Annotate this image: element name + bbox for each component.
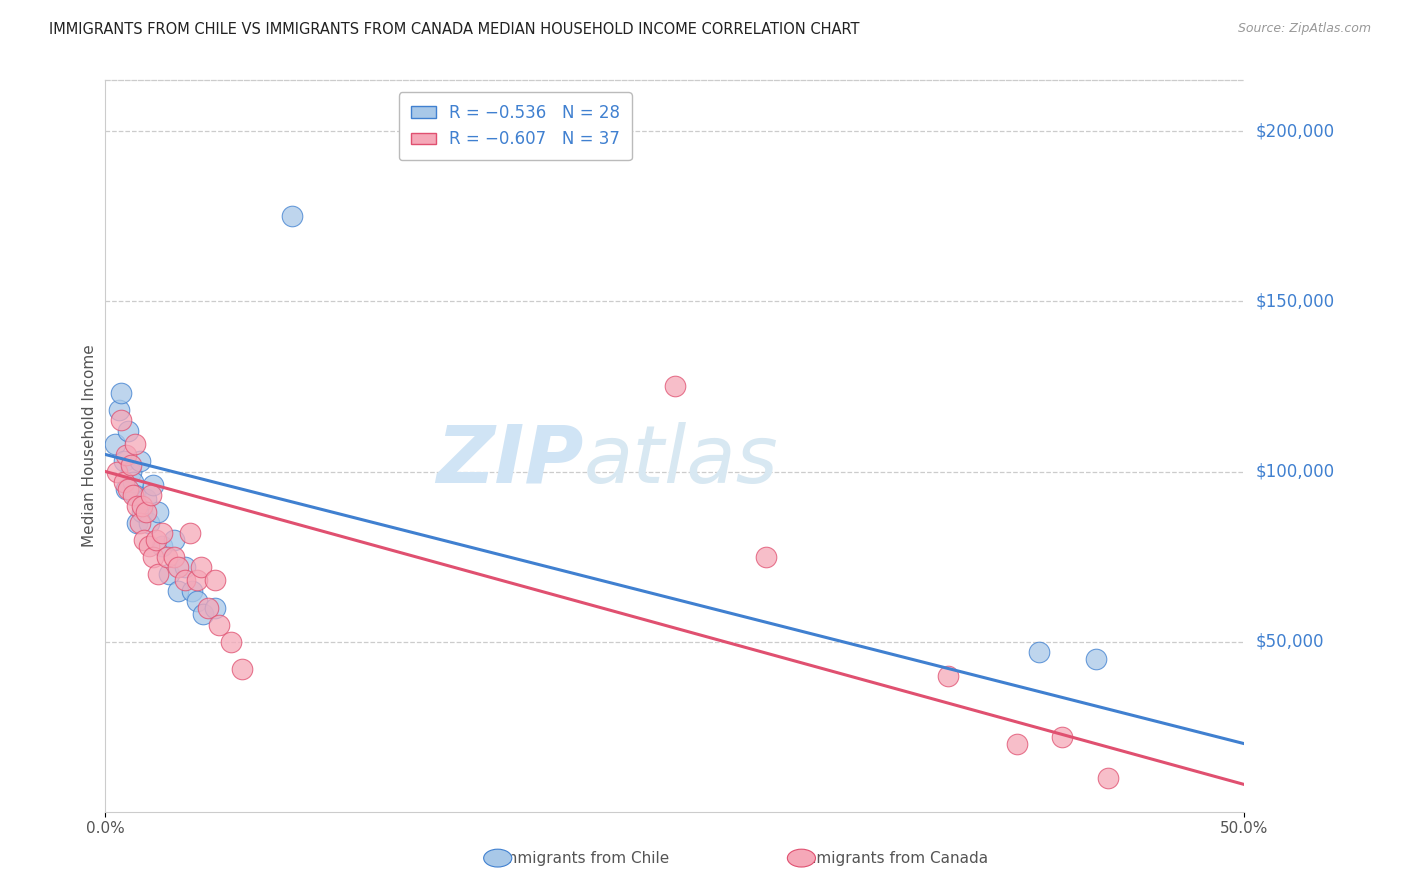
Point: [135, 505, 157, 519]
Point: [1085, 651, 1108, 665]
Text: ZIP: ZIP: [436, 422, 583, 500]
Point: [128, 516, 150, 530]
Point: [197, 600, 219, 615]
Point: [112, 454, 135, 468]
Point: [167, 559, 190, 574]
Point: [146, 505, 169, 519]
Point: [120, 465, 142, 479]
Point: [103, 437, 125, 451]
Point: [121, 475, 143, 489]
Y-axis label: Median Household Income: Median Household Income: [82, 344, 97, 548]
Point: [117, 424, 139, 438]
Point: [110, 413, 132, 427]
Point: [142, 549, 165, 564]
Point: [152, 540, 174, 554]
Point: [1097, 771, 1119, 785]
Text: Immigrants from Canada: Immigrants from Canada: [797, 851, 988, 865]
Point: [108, 403, 131, 417]
Point: [124, 437, 146, 451]
Point: [179, 525, 201, 540]
Point: [112, 475, 135, 489]
Point: [231, 662, 253, 676]
Text: Source: ZipAtlas.com: Source: ZipAtlas.com: [1237, 22, 1371, 36]
Point: [1050, 730, 1073, 744]
Point: [117, 482, 139, 496]
Point: [190, 559, 212, 574]
Point: [755, 549, 778, 564]
Point: [157, 566, 180, 581]
Point: [145, 533, 167, 547]
Legend: R = −0.536   N = 28, R = −0.607   N = 37: R = −0.536 N = 28, R = −0.607 N = 37: [399, 92, 631, 160]
Point: [204, 600, 226, 615]
Point: [1005, 737, 1028, 751]
Text: $100,000: $100,000: [1256, 463, 1334, 481]
Point: [936, 668, 959, 682]
Point: [138, 540, 160, 554]
Point: [208, 617, 231, 632]
Point: [219, 634, 242, 648]
Text: $50,000: $50,000: [1256, 632, 1324, 650]
Point: [167, 583, 190, 598]
Point: [120, 458, 142, 472]
Point: [156, 549, 179, 564]
Point: [105, 465, 128, 479]
Point: [664, 379, 686, 393]
Point: [193, 607, 215, 622]
Point: [139, 488, 162, 502]
Text: IMMIGRANTS FROM CHILE VS IMMIGRANTS FROM CANADA MEDIAN HOUSEHOLD INCOME CORRELAT: IMMIGRANTS FROM CHILE VS IMMIGRANTS FROM…: [49, 22, 859, 37]
Point: [127, 516, 149, 530]
Point: [131, 505, 153, 519]
Point: [204, 574, 226, 588]
Point: [138, 516, 160, 530]
Point: [142, 478, 165, 492]
Point: [163, 533, 186, 547]
Point: [174, 574, 197, 588]
Point: [135, 491, 157, 506]
Text: Immigrants from Chile: Immigrants from Chile: [498, 851, 669, 865]
Point: [174, 559, 197, 574]
Text: atlas: atlas: [583, 422, 779, 500]
Text: $200,000: $200,000: [1256, 122, 1334, 140]
Point: [181, 583, 204, 598]
Point: [127, 499, 149, 513]
Point: [110, 386, 132, 401]
Point: [186, 574, 208, 588]
Point: [121, 488, 143, 502]
Point: [163, 549, 186, 564]
Point: [115, 448, 138, 462]
Point: [146, 566, 169, 581]
Text: $150,000: $150,000: [1256, 293, 1334, 310]
Point: [186, 594, 208, 608]
Point: [124, 488, 146, 502]
Point: [128, 454, 150, 468]
Point: [281, 210, 304, 224]
Point: [1028, 645, 1050, 659]
Point: [131, 499, 153, 513]
Point: [115, 482, 138, 496]
Point: [152, 525, 174, 540]
Point: [134, 533, 156, 547]
